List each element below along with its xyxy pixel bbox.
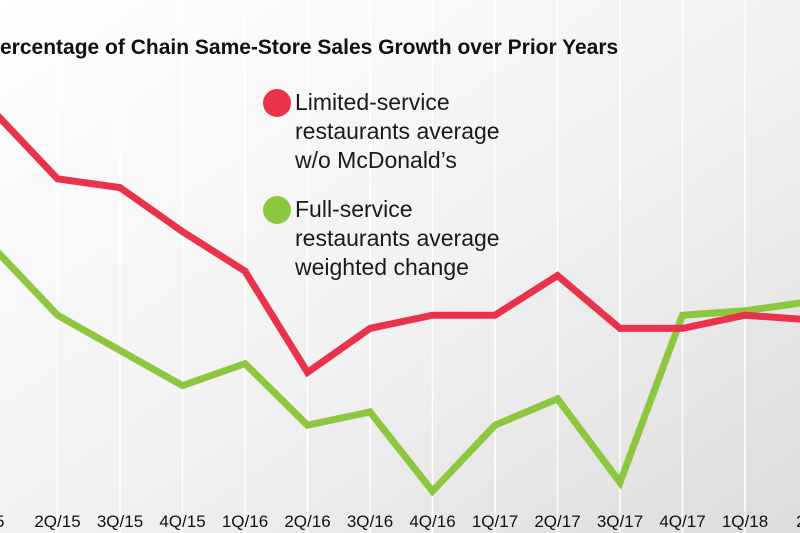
x-tick-label: 4Q/17	[659, 512, 705, 531]
x-tick-label: 4Q/16	[409, 512, 455, 531]
legend-label-1: restaurants average	[295, 225, 500, 251]
x-tick-label: 3Q/17	[597, 512, 643, 531]
x-tick-label: 1Q/18	[722, 512, 768, 531]
x-tick-label: 2Q/17	[534, 512, 580, 531]
x-tick-label: 3Q/15	[97, 512, 143, 531]
legend-label-1: Full-service	[295, 196, 413, 222]
legend-label-0: Limited-service	[295, 89, 450, 115]
x-tick-label: 2Q/16	[284, 512, 330, 531]
series-line-1	[0, 249, 800, 497]
x-tick-label: 3Q/16	[347, 512, 393, 531]
legend: Limited-service restaurants average w/o Mc…	[263, 89, 500, 280]
x-tick-label: 4Q/15	[159, 512, 205, 531]
legend-label-0: restaurants average	[295, 118, 500, 144]
legend-label-1: weighted change	[294, 254, 469, 280]
legend-marker-0	[263, 89, 291, 117]
x-tick-label: 2Q/15	[34, 512, 80, 531]
x-tick-label: 1Q/17	[472, 512, 518, 531]
x-tick-label: 2Q	[796, 512, 800, 531]
legend-label-0: w/o McDonald’s	[294, 147, 457, 173]
x-tick-label: 1Q/16	[222, 512, 268, 531]
x-axis-ticks: 15 2Q/15 3Q/15 4Q/15 1Q/16 2Q/16 3Q/16 4Q/16 1Q/…	[0, 512, 800, 531]
chart-title: Percentage of Chain Same-Store Sales Gro…	[0, 36, 618, 59]
series-line-0	[0, 112, 800, 378]
x-tick-label: 15	[0, 512, 4, 531]
legend-marker-1	[263, 196, 291, 224]
series-layer	[0, 112, 800, 497]
